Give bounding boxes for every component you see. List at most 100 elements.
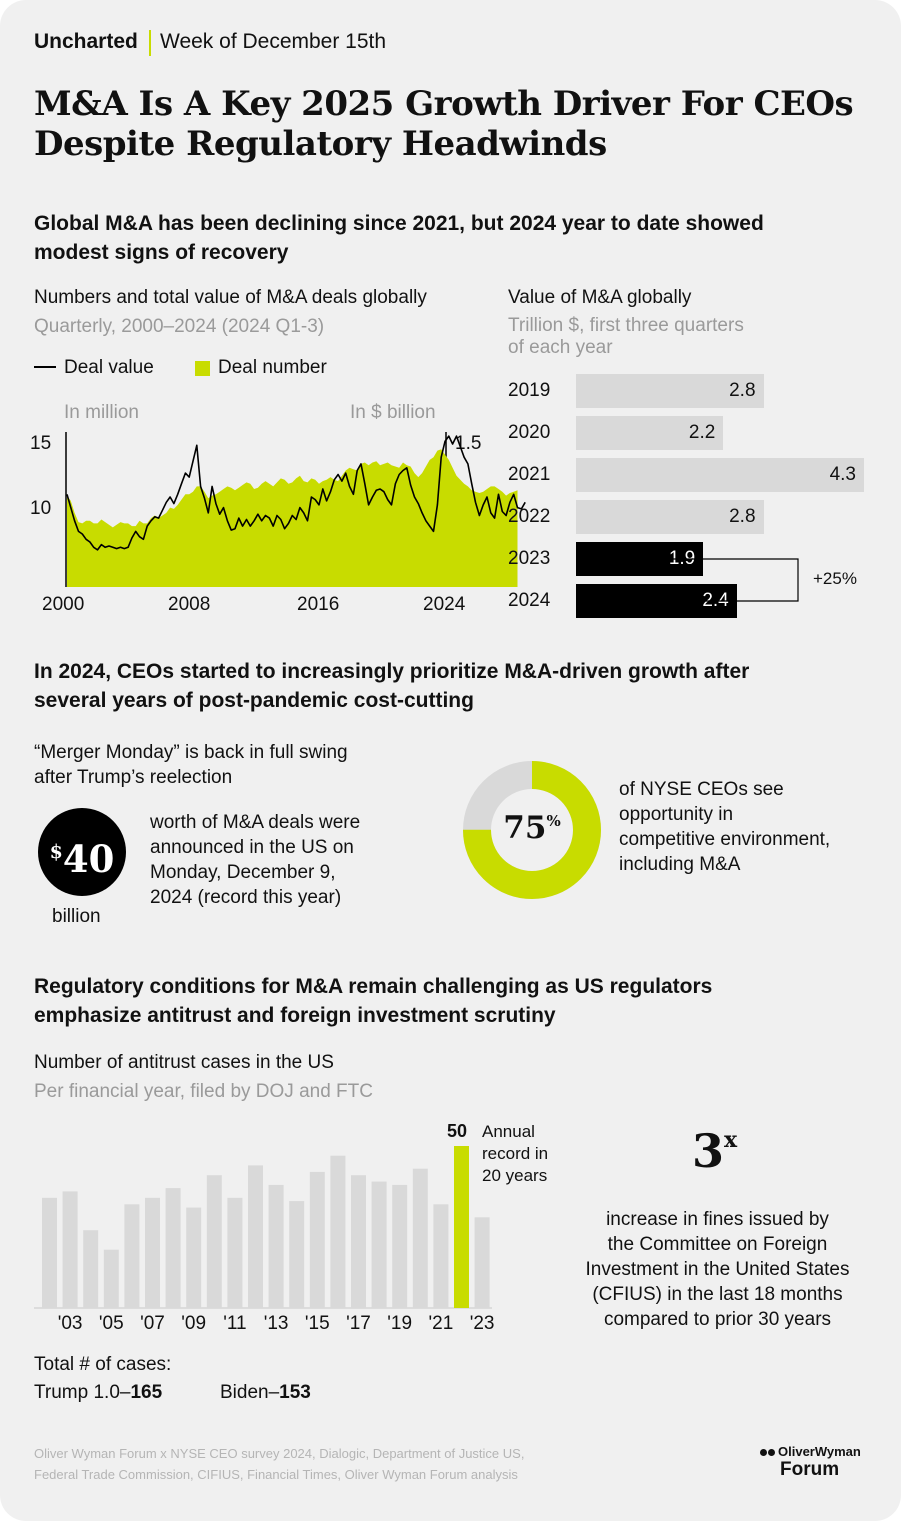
hbar-category-2019: 2019: [508, 380, 551, 401]
antitrust-tick-2005: '05: [98, 1313, 124, 1334]
record-annotation: Annual record in 20 years: [482, 1121, 548, 1187]
x-tick-2024: 2024: [423, 594, 466, 615]
growth-bracket: [662, 558, 799, 602]
antitrust-tick-2013: '13: [263, 1313, 289, 1334]
legend-deal-number: Deal number: [218, 357, 327, 378]
fines-suffix: x: [724, 1127, 738, 1153]
totals-label: Total # of cases:: [34, 1354, 172, 1375]
right-axis-label: In $ billion: [350, 402, 436, 423]
hbar-subtitle-line2: of each year: [508, 337, 613, 358]
antitrust-bar-2003: [62, 1191, 78, 1308]
antitrust-bar-2002: [42, 1197, 57, 1308]
stat-circle: $40: [38, 808, 126, 896]
antitrust-bar-2010: [206, 1175, 222, 1308]
x-tick-2000: 2000: [42, 594, 85, 615]
biden-total-value: 153: [279, 1382, 311, 1403]
hbar-bar-2019: [576, 374, 764, 408]
trump-total-value: 165: [130, 1382, 163, 1403]
antitrust-tick-2007: '07: [140, 1313, 165, 1334]
antitrust-bar-2006: [124, 1204, 140, 1308]
hbar-category-2021: 2021: [508, 464, 551, 485]
fines-desc-line2: the Committee on Foreign: [607, 1234, 828, 1255]
antitrust-bar-2021: [433, 1204, 449, 1308]
antitrust-bar-2011: [227, 1197, 243, 1308]
stat-desc-line3: Monday, December 9,: [150, 862, 336, 883]
antitrust-bar-2016: [330, 1155, 346, 1308]
hbar-value-2019: 2.8: [729, 380, 756, 401]
logo-line1: OliverWyman: [760, 1444, 861, 1459]
fines-desc-line1: increase in fines issued by: [606, 1209, 829, 1230]
fines-value: 3: [692, 1124, 725, 1178]
section3-heading: Regulatory conditions for M&A remain cha…: [34, 972, 854, 1030]
antitrust-bar-2015: [309, 1171, 325, 1308]
biden-total: Biden–153: [220, 1382, 311, 1404]
antitrust-tick-2011: '11: [223, 1313, 247, 1334]
antitrust-bar-2022: [454, 1146, 469, 1308]
logo-mark-icon-2: [768, 1449, 775, 1456]
trump-total-label: Trump 1.0–: [34, 1382, 131, 1403]
area-chart: [65, 432, 526, 587]
antitrust-bar-2005: [103, 1249, 119, 1308]
brand-divider: [149, 30, 151, 56]
hbar-value-2021: 4.3: [829, 464, 856, 485]
antitrust-bar-2017: [351, 1175, 366, 1308]
antitrust-tick-2021: '21: [428, 1313, 454, 1334]
left-tick-15: 15: [30, 433, 52, 454]
section2-heading: In 2024, CEOs started to increasingly pr…: [34, 657, 854, 715]
logo-text-2: Forum: [780, 1459, 840, 1480]
antitrust-tick-2003: '03: [57, 1313, 83, 1334]
fines-desc-line4: (CFIUS) in the last 18 months: [592, 1284, 843, 1305]
legend-line-swatch: [34, 366, 56, 368]
hbar-category-2024: 2024: [508, 590, 551, 611]
hbar-value-2020: 2.2: [688, 422, 716, 443]
donut-value-arc: [463, 761, 601, 899]
antitrust-bar-2018: [371, 1181, 387, 1308]
growth-annotation: +25%: [813, 569, 857, 588]
merger-monday-line1: “Merger Monday” is back in full swing: [34, 742, 348, 763]
stat-description: worth of M&A deals were announced in the…: [150, 810, 360, 910]
section2-heading-line2: several years of post-pandemic cost-cutt…: [34, 689, 474, 712]
donut-description: of NYSE CEOs see opportunity in competit…: [619, 777, 830, 877]
sources-line2: Federal Trade Commission, CIFIUS, Financ…: [34, 1467, 518, 1482]
merger-monday-line2: after Trump’s reelection: [34, 767, 233, 788]
antitrust-bar-2004: [83, 1230, 99, 1308]
hbar-title: Value of M&A globally: [508, 287, 692, 308]
sources: Oliver Wyman Forum x NYSE CEO survey 202…: [34, 1443, 634, 1485]
hbar-category-2022: 2022: [508, 506, 551, 527]
section1-heading-line1: Global M&A has been declining since 2021…: [34, 212, 764, 235]
stat-desc-line4: 2024 (record this year): [150, 887, 342, 908]
donut-suffix: %: [546, 812, 561, 830]
donut-desc-line2: opportunity in: [619, 804, 734, 825]
antitrust-bar-2012: [248, 1165, 263, 1308]
logo: OliverWyman Forum: [760, 1444, 861, 1481]
stat-value: 40: [62, 837, 115, 881]
antitrust-tick-2017: '17: [346, 1313, 371, 1334]
sources-line1: Oliver Wyman Forum x NYSE CEO survey 202…: [34, 1446, 525, 1461]
hbar-bar-2022: [576, 500, 764, 534]
stat-unit: billion: [52, 906, 101, 927]
hbar-category-2020: 2020: [508, 422, 551, 443]
left-axis-label: In million: [64, 402, 139, 423]
section2-heading-line1: In 2024, CEOs started to increasingly pr…: [34, 660, 750, 683]
area-chart-subtitle: Quarterly, 2000–2024 (2024 Q1-3): [34, 316, 325, 337]
hbar-bar-2020: [576, 416, 724, 450]
x-tick-2016: 2016: [297, 594, 340, 615]
biden-total-label: Biden–: [220, 1382, 280, 1403]
antitrust-tick-2009: '09: [181, 1313, 207, 1334]
fines-desc-line3: Investment in the United States: [585, 1259, 850, 1280]
trump-total: Trump 1.0–165: [34, 1382, 162, 1404]
antitrust-bar-chart: [34, 1146, 492, 1309]
hbar-subtitle-line1: Trillion $, first three quarters: [508, 315, 744, 336]
x-tick-2008: 2008: [168, 594, 211, 615]
antitrust-bar-2013: [268, 1184, 284, 1308]
stat-currency: $: [49, 841, 63, 863]
section3-heading-line1: Regulatory conditions for M&A remain cha…: [34, 975, 713, 998]
record-annotation-line1: Annual: [482, 1122, 535, 1141]
section1-heading-line2: modest signs of recovery: [34, 241, 289, 264]
hbar-bracket: [662, 558, 799, 602]
antitrust-subtitle: Per financial year, filed by DOJ and FTC: [34, 1081, 373, 1102]
deal-number-area: [67, 449, 518, 587]
fines-stat: 3x: [692, 1124, 737, 1178]
area-chart-title: Numbers and total value of M&A deals glo…: [34, 287, 427, 308]
antitrust-bar-2009: [186, 1207, 202, 1308]
